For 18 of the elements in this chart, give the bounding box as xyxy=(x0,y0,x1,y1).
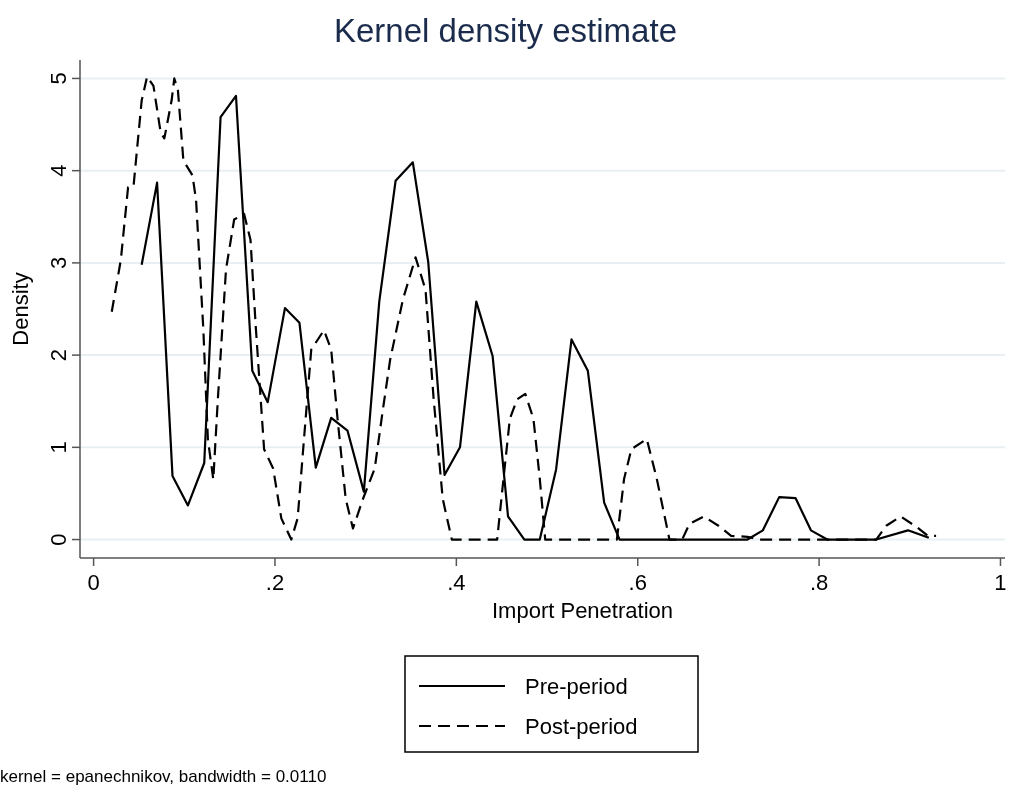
y-tick-label: 1 xyxy=(46,441,71,454)
x-tick-label: 0 xyxy=(87,570,100,595)
y-tick-label: 0 xyxy=(46,533,71,546)
y-tick-label: 4 xyxy=(46,164,71,177)
x-tick-label: 1 xyxy=(994,570,1007,595)
x-tick-label: .6 xyxy=(628,570,647,595)
text: kernel = epanechnikov, bandwidth = 0.0110 xyxy=(0,767,327,786)
x-tick-label: .4 xyxy=(447,570,466,595)
y-axis-title: Density xyxy=(8,272,33,346)
x-tick-label: .2 xyxy=(265,570,285,595)
legend-label: Post-period xyxy=(525,714,638,739)
y-tick-label: 3 xyxy=(46,256,71,270)
y-tick-label: 5 xyxy=(46,72,71,85)
chart-title: Kernel density estimate xyxy=(333,12,678,49)
legend-label: Pre-period xyxy=(525,674,628,699)
x-tick-label: .8 xyxy=(809,570,829,595)
y-tick-label: 2 xyxy=(46,348,71,362)
x-axis-title: Import Penetration xyxy=(492,598,673,623)
